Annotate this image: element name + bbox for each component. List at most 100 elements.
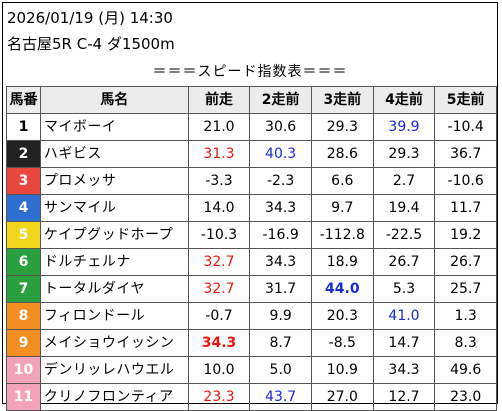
speed-index-value: 44.0 bbox=[310, 275, 374, 303]
horse-name: マイボーイ bbox=[39, 113, 189, 141]
speed-index-value: 1.3 bbox=[434, 302, 497, 330]
col-header-number: 馬番 bbox=[6, 86, 41, 114]
table-row: 3 プロメッサ -3.3 -2.3 6.6 2.7 -10.6 bbox=[6, 167, 497, 195]
speed-index-value: 2.7 bbox=[372, 167, 436, 195]
speed-index-value: -8.5 bbox=[310, 329, 374, 357]
speed-index-value: -0.7 bbox=[187, 302, 251, 330]
speed-index-value: 14.0 bbox=[187, 194, 251, 222]
speed-index-value: 20.3 bbox=[310, 302, 374, 330]
horse-name: ハギビス bbox=[39, 140, 189, 168]
horse-number: 7 bbox=[6, 275, 41, 303]
horse-name: プロメッサ bbox=[39, 167, 189, 195]
speed-index-value: 6.6 bbox=[310, 167, 374, 195]
horse-name: ケイプグッドホープ bbox=[39, 221, 189, 249]
col-header-5-races-ago: 5走前 bbox=[434, 86, 497, 114]
horse-name: フィロンドール bbox=[39, 302, 189, 330]
horse-number: 9 bbox=[6, 329, 41, 357]
speed-index-value: 29.3 bbox=[310, 113, 374, 141]
horse-number: 6 bbox=[6, 248, 41, 276]
speed-index-value: 10.0 bbox=[187, 356, 251, 384]
speed-index-value: 23.3 bbox=[187, 383, 251, 411]
horse-number: 4 bbox=[6, 194, 41, 222]
speed-index-value: 5.3 bbox=[372, 275, 436, 303]
speed-index-value: -10.6 bbox=[434, 167, 497, 195]
speed-index-table: 馬番 馬名 前走 2走前 3走前 4走前 5走前 1 マイボーイ 21.0 30.6 2… bbox=[6, 86, 497, 411]
horse-name: サンマイル bbox=[39, 194, 189, 222]
horse-name: ドルチェルナ bbox=[39, 248, 189, 276]
speed-index-value: 26.7 bbox=[372, 248, 436, 276]
speed-index-value: 19.2 bbox=[434, 221, 497, 249]
horse-number: 1 bbox=[6, 113, 41, 141]
speed-index-value: -10.4 bbox=[434, 113, 497, 141]
horse-number: 10 bbox=[6, 356, 41, 384]
horse-number: 5 bbox=[6, 221, 41, 249]
speed-index-value: 49.6 bbox=[434, 356, 497, 384]
speed-index-value: 23.0 bbox=[434, 383, 497, 411]
speed-index-value: 14.7 bbox=[372, 329, 436, 357]
speed-index-value: 9.9 bbox=[249, 302, 312, 330]
table-row: 5 ケイプグッドホープ -10.3 -16.9 -112.8 -22.5 19.2 bbox=[6, 221, 497, 249]
speed-index-value: 25.7 bbox=[434, 275, 497, 303]
horse-number: 8 bbox=[6, 302, 41, 330]
speed-index-value: 34.3 bbox=[249, 194, 312, 222]
race-info: 名古屋5R C-4 ダ1500m bbox=[7, 35, 175, 53]
speed-index-value: 32.7 bbox=[187, 248, 251, 276]
speed-index-value: -112.8 bbox=[310, 221, 374, 249]
speed-index-value: -2.3 bbox=[249, 167, 312, 195]
table-row: 2 ハギビス 31.3 40.3 28.6 29.3 36.7 bbox=[6, 140, 497, 168]
horse-number: 2 bbox=[6, 140, 41, 168]
horse-number: 3 bbox=[6, 167, 41, 195]
table-row: 9 メイショウイッシン 34.3 8.7 -8.5 14.7 8.3 bbox=[6, 329, 497, 357]
speed-index-value: 8.3 bbox=[434, 329, 497, 357]
speed-index-value: -10.3 bbox=[187, 221, 251, 249]
speed-index-value: 26.7 bbox=[434, 248, 497, 276]
speed-index-value: 8.7 bbox=[249, 329, 312, 357]
speed-index-value: 31.3 bbox=[187, 140, 251, 168]
table-row: 8 フィロンドール -0.7 9.9 20.3 41.0 1.3 bbox=[6, 302, 497, 330]
horse-name: クリノフロンティア bbox=[39, 383, 189, 411]
speed-index-value: 11.7 bbox=[434, 194, 497, 222]
speed-index-value: 41.0 bbox=[372, 302, 436, 330]
table-row: 11 クリノフロンティア 23.3 43.7 27.0 12.7 23.0 bbox=[6, 383, 497, 411]
speed-index-value: 40.3 bbox=[249, 140, 312, 168]
speed-index-value: 30.6 bbox=[249, 113, 312, 141]
speed-index-value: 34.3 bbox=[372, 356, 436, 384]
col-header-2-races-ago: 2走前 bbox=[249, 86, 312, 114]
horse-number: 11 bbox=[6, 383, 41, 411]
speed-index-value: 5.0 bbox=[249, 356, 312, 384]
speed-index-value: 36.7 bbox=[434, 140, 497, 168]
horse-name: トータルダイヤ bbox=[39, 275, 189, 303]
speed-index-value: 39.9 bbox=[372, 113, 436, 141]
speed-index-value: -3.3 bbox=[187, 167, 251, 195]
table-row: 7 トータルダイヤ 32.7 31.7 44.0 5.3 25.7 bbox=[6, 275, 497, 303]
horse-name: デンリッレハウエル bbox=[39, 356, 189, 384]
speed-index-value: -16.9 bbox=[249, 221, 312, 249]
col-header-4-races-ago: 4走前 bbox=[372, 86, 436, 114]
col-header-last-race: 前走 bbox=[187, 86, 251, 114]
speed-index-value: 31.7 bbox=[249, 275, 312, 303]
speed-index-value: 19.4 bbox=[372, 194, 436, 222]
speed-index-value: 27.0 bbox=[310, 383, 374, 411]
speed-index-value: 32.7 bbox=[187, 275, 251, 303]
table-title: ＝＝＝スピード指数表＝＝＝ bbox=[152, 64, 348, 80]
table-row: 10 デンリッレハウエル 10.0 5.0 10.9 34.3 49.6 bbox=[6, 356, 497, 384]
horse-name: メイショウイッシン bbox=[39, 329, 189, 357]
speed-index-value: 18.9 bbox=[310, 248, 374, 276]
col-header-horse-name: 馬名 bbox=[39, 86, 189, 114]
col-header-3-races-ago: 3走前 bbox=[310, 86, 374, 114]
speed-index-value: 12.7 bbox=[372, 383, 436, 411]
speed-index-value: 34.3 bbox=[187, 329, 251, 357]
date-time: 2026/01/19 (月) 14:30 bbox=[7, 9, 173, 27]
header-row: 馬番 馬名 前走 2走前 3走前 4走前 5走前 bbox=[6, 86, 497, 114]
speed-index-value: 28.6 bbox=[310, 140, 374, 168]
speed-index-value: 9.7 bbox=[310, 194, 374, 222]
table-row: 1 マイボーイ 21.0 30.6 29.3 39.9 -10.4 bbox=[6, 113, 497, 141]
table-row: 4 サンマイル 14.0 34.3 9.7 19.4 11.7 bbox=[6, 194, 497, 222]
speed-index-value: 21.0 bbox=[187, 113, 251, 141]
speed-index-value: 10.9 bbox=[310, 356, 374, 384]
speed-index-value: 34.3 bbox=[249, 248, 312, 276]
table-row: 6 ドルチェルナ 32.7 34.3 18.9 26.7 26.7 bbox=[6, 248, 497, 276]
speed-index-value: 29.3 bbox=[372, 140, 436, 168]
speed-index-value: -22.5 bbox=[372, 221, 436, 249]
